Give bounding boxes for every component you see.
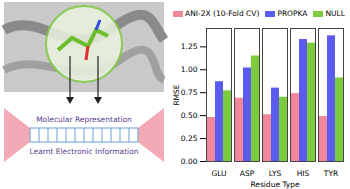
svg-text:0.75: 0.75 bbox=[181, 88, 198, 97]
svg-text:Learnt Electronic Information: Learnt Electronic Information bbox=[29, 147, 138, 156]
svg-text:RMSE: RMSE bbox=[172, 84, 181, 105]
html-text:NULL: NULL bbox=[325, 9, 345, 18]
svg-text:0.00: 0.00 bbox=[181, 157, 198, 166]
svg-text:Molecular Representation: Molecular Representation bbox=[36, 115, 132, 124]
svg-text:HIS: HIS bbox=[297, 169, 310, 178]
svg-text:ASP: ASP bbox=[240, 169, 255, 178]
svg-text:TYR: TYR bbox=[323, 169, 338, 178]
svg-text:1.25: 1.25 bbox=[181, 42, 198, 51]
svg-text:Residue Type: Residue Type bbox=[250, 180, 300, 189]
html-text:ANI-2X (10-Fold CV): ANI-2X (10-Fold CV) bbox=[185, 9, 260, 18]
svg-text:LYS: LYS bbox=[269, 169, 282, 178]
svg-text:GLU: GLU bbox=[211, 169, 226, 178]
svg-text:1.00: 1.00 bbox=[181, 65, 198, 74]
svg-text:0.25: 0.25 bbox=[181, 134, 198, 143]
svg-text:0.50: 0.50 bbox=[181, 111, 198, 120]
html-text:PROPKA: PROPKA bbox=[277, 9, 308, 18]
